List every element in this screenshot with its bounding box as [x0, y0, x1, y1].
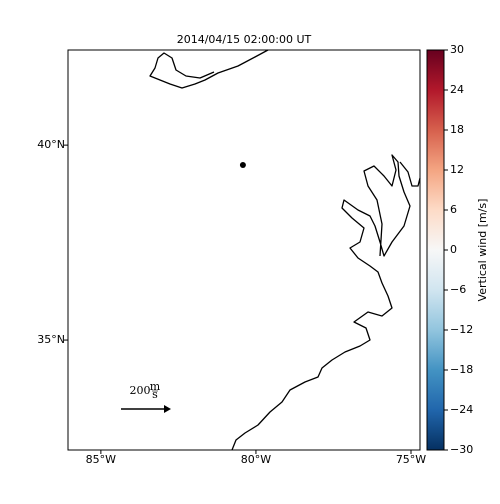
station-point	[239, 162, 246, 169]
chart-title: 2014/04/15 02:00:00 UT	[177, 33, 312, 46]
colorbar-label: Vertical wind [m/s]	[476, 199, 489, 302]
x-tick-label: 75°W	[396, 453, 426, 466]
quiver-key-arrowhead	[164, 405, 171, 413]
colorbar-tick-label: 30	[450, 43, 464, 56]
x-tick-label: 85°W	[86, 453, 116, 466]
y-tick-label: 40°N	[37, 138, 65, 151]
colorbar-tick-label: −18	[450, 363, 473, 376]
coastline	[399, 161, 421, 187]
colorbar-tick-label: 24	[450, 83, 464, 96]
colorbar-tick-label: −12	[450, 323, 473, 336]
x-tick-label: 80°W	[241, 453, 271, 466]
lake-shore	[149, 49, 269, 89]
map-frame	[67, 49, 421, 451]
quiver-key-unit: s	[152, 388, 158, 401]
colorbar-tick-label: −24	[450, 403, 473, 416]
colorbar	[426, 49, 445, 451]
colorbar-tick-label: 18	[450, 123, 464, 136]
colorbar-tick-label: −30	[450, 443, 473, 456]
quiver-key-unit: m	[150, 380, 161, 393]
y-tick-label: 35°N	[37, 333, 65, 346]
colorbar-tick-label: −6	[450, 283, 466, 296]
colorbar-tick-label: 6	[450, 203, 457, 216]
coastline	[231, 154, 411, 451]
colorbar-tick-label: 12	[450, 163, 464, 176]
colorbar-tick-label: 0	[450, 243, 457, 256]
quiver-key-label: 200	[130, 384, 151, 397]
